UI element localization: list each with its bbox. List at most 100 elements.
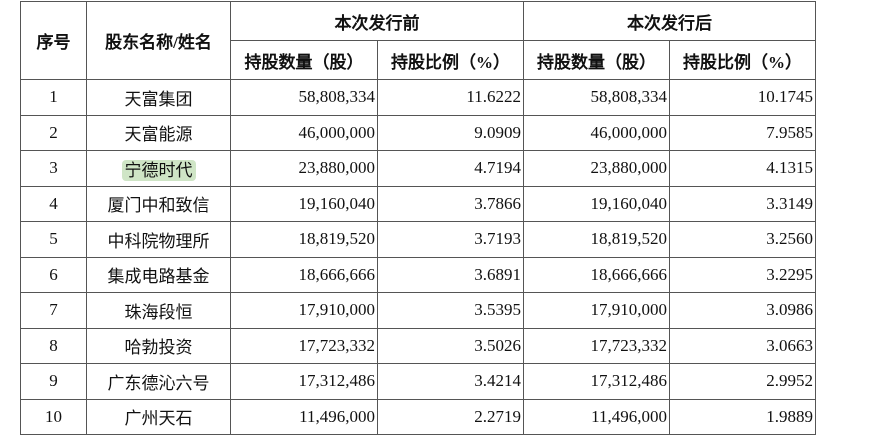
table-cell: 9.0909 bbox=[377, 114, 524, 151]
cell-text: 5 bbox=[49, 229, 58, 249]
table-cell: 46,000,000 bbox=[523, 114, 670, 151]
header-cell: 持股数量（股） bbox=[230, 40, 378, 80]
table-cell: 17,910,000 bbox=[523, 292, 670, 329]
header-cell: 本次发行前 bbox=[230, 1, 524, 41]
table-cell: 18,666,666 bbox=[523, 256, 670, 293]
table-cell: 58,808,334 bbox=[523, 79, 670, 116]
cell-text: 集成电路基金 bbox=[107, 267, 210, 287]
cell-text: 3.0663 bbox=[766, 335, 813, 355]
table-row: 9 广东德沁六号 17,312,486 3.4214 17,312,486 2.9952 bbox=[20, 363, 816, 400]
table-row: 1 天富集团 58,808,334 11.6222 58,808,334 10.1745 bbox=[20, 79, 816, 116]
table-cell: 中科院物理所 bbox=[86, 221, 231, 258]
header-cell: 序号 bbox=[20, 1, 87, 80]
table-cell: 6 bbox=[20, 256, 87, 293]
table-cell: 3.7866 bbox=[377, 185, 524, 222]
cell-text: 广东德沁六号 bbox=[107, 373, 210, 393]
table-cell: 4.7194 bbox=[377, 150, 524, 187]
cell-text: 10 bbox=[45, 406, 62, 426]
table-cell: 11,496,000 bbox=[523, 398, 670, 435]
table-cell: 11.6222 bbox=[377, 79, 524, 116]
table-cell: 17,312,486 bbox=[230, 363, 378, 400]
cell-text: 中科院物理所 bbox=[107, 231, 210, 251]
table-cell: 2.2719 bbox=[377, 398, 524, 435]
cell-text: 11,496,000 bbox=[299, 406, 375, 426]
table-cell: 7 bbox=[20, 292, 87, 329]
cell-text: 58,808,334 bbox=[298, 87, 376, 107]
cell-text: 1.9889 bbox=[766, 406, 813, 426]
table-cell: 3.7193 bbox=[377, 221, 524, 258]
cell-text: 46,000,000 bbox=[298, 122, 376, 142]
cell-text: 6 bbox=[49, 264, 58, 284]
table-cell: 4.1315 bbox=[669, 150, 816, 187]
cell-text: 18,819,520 bbox=[590, 229, 668, 249]
table-cell: 1 bbox=[20, 79, 87, 116]
table-cell: 18,819,520 bbox=[230, 221, 378, 258]
table-cell: 1.9889 bbox=[669, 398, 816, 435]
table-cell: 46,000,000 bbox=[230, 114, 378, 151]
table-cell: 17,723,332 bbox=[230, 327, 378, 364]
cell-text: 珠海段恒 bbox=[124, 302, 193, 322]
cell-text: 9 bbox=[49, 371, 58, 391]
cell-text: 4.7194 bbox=[474, 158, 521, 178]
cell-text: 17,312,486 bbox=[298, 371, 376, 391]
cell-text: 3 bbox=[49, 158, 58, 178]
table-cell: 19,160,040 bbox=[523, 185, 670, 222]
table-row: 10 广州天石 11,496,000 2.2719 11,496,000 1.9889 bbox=[20, 398, 816, 435]
table-cell: 3.6891 bbox=[377, 256, 524, 293]
table-cell: 23,880,000 bbox=[523, 150, 670, 187]
cell-text: 3.5026 bbox=[474, 335, 521, 355]
table-cell: 58,808,334 bbox=[230, 79, 378, 116]
cell-text: 17,312,486 bbox=[590, 371, 668, 391]
table-cell: 天富能源 bbox=[86, 114, 231, 151]
header-cell: 持股比例（%） bbox=[377, 40, 524, 80]
table-cell: 17,910,000 bbox=[230, 292, 378, 329]
cell-text: 3.7193 bbox=[474, 229, 521, 249]
cell-text: 4 bbox=[49, 193, 58, 213]
table-cell: 3.4214 bbox=[377, 363, 524, 400]
cell-text: 18,819,520 bbox=[298, 229, 376, 249]
table-row: 6 集成电路基金 18,666,666 3.6891 18,666,666 3.2295 bbox=[20, 256, 816, 293]
table-row: 5 中科院物理所 18,819,520 3.7193 18,819,520 3.2560 bbox=[20, 221, 816, 258]
cell-text: 宁德时代 bbox=[121, 159, 196, 181]
table-cell: 3.0986 bbox=[669, 292, 816, 329]
cell-text: 11,496,000 bbox=[591, 406, 667, 426]
cell-text: 4.1315 bbox=[766, 158, 813, 178]
cell-text: 3.2295 bbox=[766, 264, 813, 284]
table-cell: 广东德沁六号 bbox=[86, 363, 231, 400]
cell-text: 58,808,334 bbox=[590, 87, 668, 107]
table-cell: 18,666,666 bbox=[230, 256, 378, 293]
table-cell: 4 bbox=[20, 185, 87, 222]
cell-text: 天富能源 bbox=[124, 125, 193, 145]
cell-text: 3.5395 bbox=[474, 300, 521, 320]
table-cell: 广州天石 bbox=[86, 398, 231, 435]
cell-text: 3.6891 bbox=[474, 264, 521, 284]
table-cell: 3.0663 bbox=[669, 327, 816, 364]
table-cell: 集成电路基金 bbox=[86, 256, 231, 293]
table-cell: 珠海段恒 bbox=[86, 292, 231, 329]
table-cell: 3.2560 bbox=[669, 221, 816, 258]
cell-text: 17,723,332 bbox=[298, 335, 376, 355]
table-cell: 厦门中和致信 bbox=[86, 185, 231, 222]
table-header: 序号 股东名称/姓名 本次发行前 本次发行后 持股数量（股） 持股比例（%） 持… bbox=[20, 1, 816, 80]
table-row: 2 天富能源 46,000,000 9.0909 46,000,000 7.9585 bbox=[20, 114, 816, 151]
header-cell: 持股比例（%） bbox=[669, 40, 816, 80]
cell-text: 11.6222 bbox=[466, 87, 521, 107]
cell-text: 3.4214 bbox=[474, 371, 521, 391]
cell-text: 3.0986 bbox=[766, 300, 813, 320]
table-cell: 2.9952 bbox=[669, 363, 816, 400]
table-cell: 18,819,520 bbox=[523, 221, 670, 258]
table-row: 8 哈勃投资 17,723,332 3.5026 17,723,332 3.0663 bbox=[20, 327, 816, 364]
cell-text: 17,910,000 bbox=[298, 300, 376, 320]
table-cell: 3.5026 bbox=[377, 327, 524, 364]
table-cell: 8 bbox=[20, 327, 87, 364]
cell-text: 19,160,040 bbox=[298, 193, 376, 213]
table-cell: 10 bbox=[20, 398, 87, 435]
cell-text: 2 bbox=[49, 122, 58, 142]
table-cell: 10.1745 bbox=[669, 79, 816, 116]
table-cell: 2 bbox=[20, 114, 87, 151]
cell-text: 18,666,666 bbox=[298, 264, 376, 284]
header-cell: 本次发行后 bbox=[523, 1, 816, 41]
table-cell: 19,160,040 bbox=[230, 185, 378, 222]
table-row: 7 珠海段恒 17,910,000 3.5395 17,910,000 3.0986 bbox=[20, 292, 816, 329]
